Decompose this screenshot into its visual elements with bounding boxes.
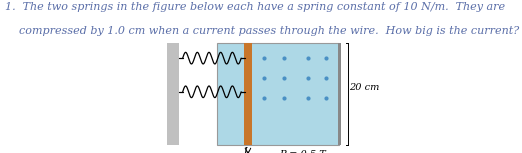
- Text: B = 0.5 T: B = 0.5 T: [279, 150, 326, 153]
- Text: 1.  The two springs in the figure below each have a spring constant of 10 N/m.  : 1. The two springs in the figure below e…: [5, 2, 505, 11]
- Text: I: I: [243, 147, 247, 153]
- Bar: [167, 43, 179, 145]
- Bar: [338, 43, 341, 145]
- Bar: [244, 43, 252, 145]
- Bar: [217, 43, 339, 145]
- Text: compressed by 1.0 cm when a current passes through the wire.  How big is the cur: compressed by 1.0 cm when a current pass…: [5, 26, 519, 36]
- Text: 20 cm: 20 cm: [349, 84, 379, 92]
